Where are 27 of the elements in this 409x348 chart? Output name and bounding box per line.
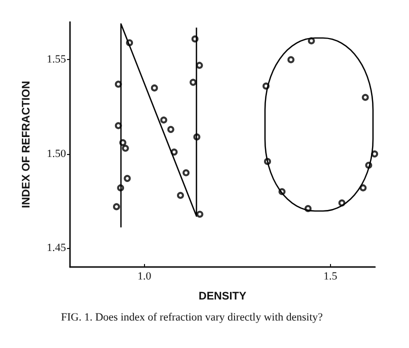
point [196, 62, 203, 69]
point [182, 169, 190, 176]
point [122, 144, 129, 152]
y-tick-label: 1.55 [46, 54, 66, 66]
x-tick-label: 1.5 [323, 270, 338, 282]
point [287, 56, 294, 64]
point [170, 148, 178, 156]
y-axis-title: INDEX OF REFRACTION [20, 80, 32, 208]
x-tick-label: 1.0 [138, 270, 152, 282]
y-tick-label: 1.50 [46, 148, 66, 160]
point [308, 37, 315, 44]
point [167, 126, 174, 133]
point [371, 150, 378, 158]
point [113, 203, 120, 210]
point [124, 174, 131, 182]
point [114, 80, 122, 88]
y-tick-label: 1.45 [46, 242, 66, 254]
x-axis-title: DENSITY [198, 290, 247, 302]
point [362, 94, 369, 101]
point [190, 78, 197, 86]
point [360, 184, 367, 192]
point [196, 210, 204, 218]
text: FIG. 1. Does index of refraction vary directly with density? [61, 312, 323, 324]
point [114, 122, 122, 130]
point [160, 116, 168, 124]
point [176, 192, 184, 199]
point [150, 84, 158, 92]
